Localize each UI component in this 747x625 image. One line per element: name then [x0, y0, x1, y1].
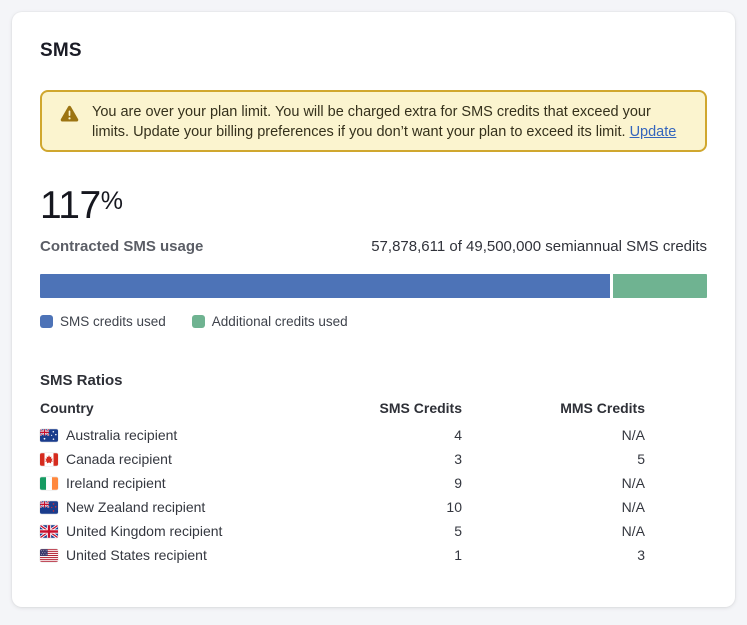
sms-credits-value: 4 — [454, 427, 462, 443]
mms-credits-value: N/A — [621, 499, 645, 515]
table-row: New Zealand recipient 10 N/A — [40, 495, 707, 519]
legend-swatch-icon — [40, 315, 53, 328]
legend-item: SMS credits used — [40, 314, 166, 329]
table-row: Australia recipient 4 N/A — [40, 423, 707, 447]
update-link[interactable]: Update — [629, 124, 677, 140]
progress-additional-segment — [613, 274, 707, 298]
flag-ireland-icon — [40, 476, 58, 490]
legend-swatch-icon — [191, 315, 205, 328]
warning-text: You are over your plan limit. You will b… — [92, 104, 651, 140]
column-header-spacer — [645, 400, 707, 423]
column-header-sms-credits: SMS Credits — [379, 400, 462, 416]
table-row: United Kingdom recipient 5 N/A — [40, 519, 707, 543]
sms-credits-value: 1 — [454, 547, 462, 563]
usage-legend: SMS credits used Additional credits used — [40, 314, 707, 329]
warning-banner: You are over your plan limit. You will b… — [40, 90, 707, 152]
country-name: Canada recipient — [66, 451, 172, 467]
usage-label: Contracted SMS usage — [40, 238, 204, 255]
country-name: New Zealand recipient — [66, 499, 206, 515]
column-header-mms-credits: MMS Credits — [560, 400, 645, 416]
table-row: Ireland recipient 9 N/A — [40, 471, 707, 495]
table-row: United States recipient 1 3 — [40, 543, 707, 567]
usage-summary-row: Contracted SMS usage 57,878,611 of 49,50… — [40, 238, 707, 255]
page-title: SMS — [40, 40, 82, 61]
country-name: United Kingdom recipient — [66, 523, 223, 539]
sms-usage-card: SMS You are over your plan limit. You wi… — [12, 12, 735, 607]
country-name: Ireland recipient — [66, 475, 166, 491]
flag-australia-icon — [40, 428, 58, 442]
legend-item: Additional credits used — [191, 314, 348, 329]
flag-united-kingdom-icon — [40, 524, 58, 538]
sms-credits-value: 9 — [454, 475, 462, 491]
country-name: Australia recipient — [66, 427, 178, 443]
mms-credits-value: N/A — [621, 427, 645, 443]
mms-credits-value: N/A — [621, 523, 645, 539]
table-row: Canada recipient 3 5 — [40, 447, 707, 471]
mms-credits-value: 3 — [637, 547, 645, 563]
flag-canada-icon — [40, 452, 58, 466]
warning-triangle-icon — [60, 105, 79, 122]
legend-label: SMS credits used — [60, 314, 166, 329]
flag-united-states-icon — [40, 548, 58, 562]
mms-credits-value: 5 — [637, 451, 645, 467]
sms-credits-value: 3 — [454, 451, 462, 467]
usage-percent-symbol: % — [100, 187, 123, 215]
country-name: United States recipient — [66, 547, 207, 563]
sms-ratios-table: Country SMS Credits MMS Credits Australi… — [40, 400, 707, 567]
sms-credits-value: 10 — [446, 499, 462, 515]
usage-percent: 117% — [40, 181, 707, 226]
flag-new-zealand-icon — [40, 500, 58, 514]
usage-percent-value: 117 — [40, 184, 101, 227]
table-header-row: Country SMS Credits MMS Credits — [40, 400, 707, 423]
mms-credits-value: N/A — [621, 475, 645, 491]
usage-detail: 57,878,611 of 49,500,000 semiannual SMS … — [371, 238, 707, 255]
column-header-country: Country — [40, 400, 94, 416]
usage-progress-bar — [40, 274, 707, 298]
progress-sms-segment — [40, 274, 611, 298]
legend-label: Additional credits used — [211, 314, 348, 329]
sms-credits-value: 5 — [454, 523, 462, 539]
ratios-title: SMS Ratios — [40, 372, 123, 389]
